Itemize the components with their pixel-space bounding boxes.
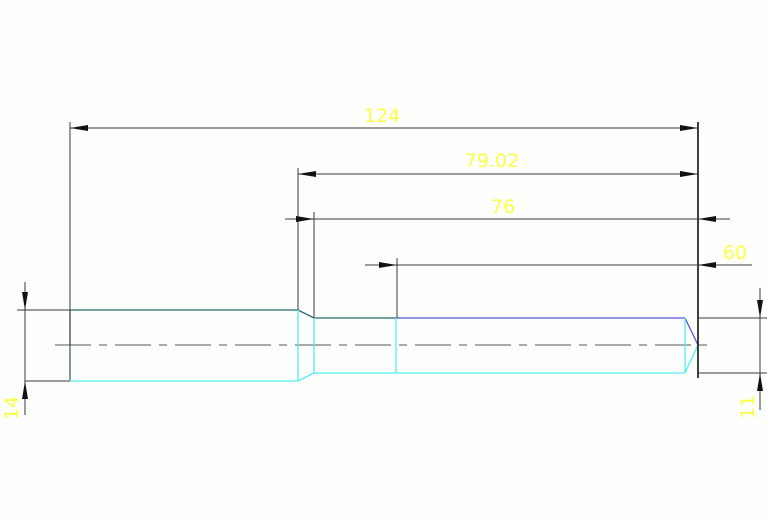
dimension-text: 14 bbox=[1, 396, 23, 420]
dimension-text: 11 bbox=[737, 395, 759, 419]
dimension-text: 79.02 bbox=[465, 150, 519, 172]
dimension-76: 76 bbox=[285, 196, 730, 222]
dimension-text: 76 bbox=[491, 196, 515, 218]
dimension-11: 11 bbox=[737, 288, 763, 419]
dimension-79-02: 79.02 bbox=[298, 150, 698, 177]
dimension-124: 124 bbox=[70, 105, 698, 131]
dimension-text: 60 bbox=[723, 242, 747, 264]
dimension-14: 14 bbox=[1, 282, 28, 420]
dimension-60: 60 bbox=[365, 242, 752, 268]
dimension-text: 124 bbox=[364, 105, 400, 127]
extension-lines bbox=[17, 122, 767, 382]
